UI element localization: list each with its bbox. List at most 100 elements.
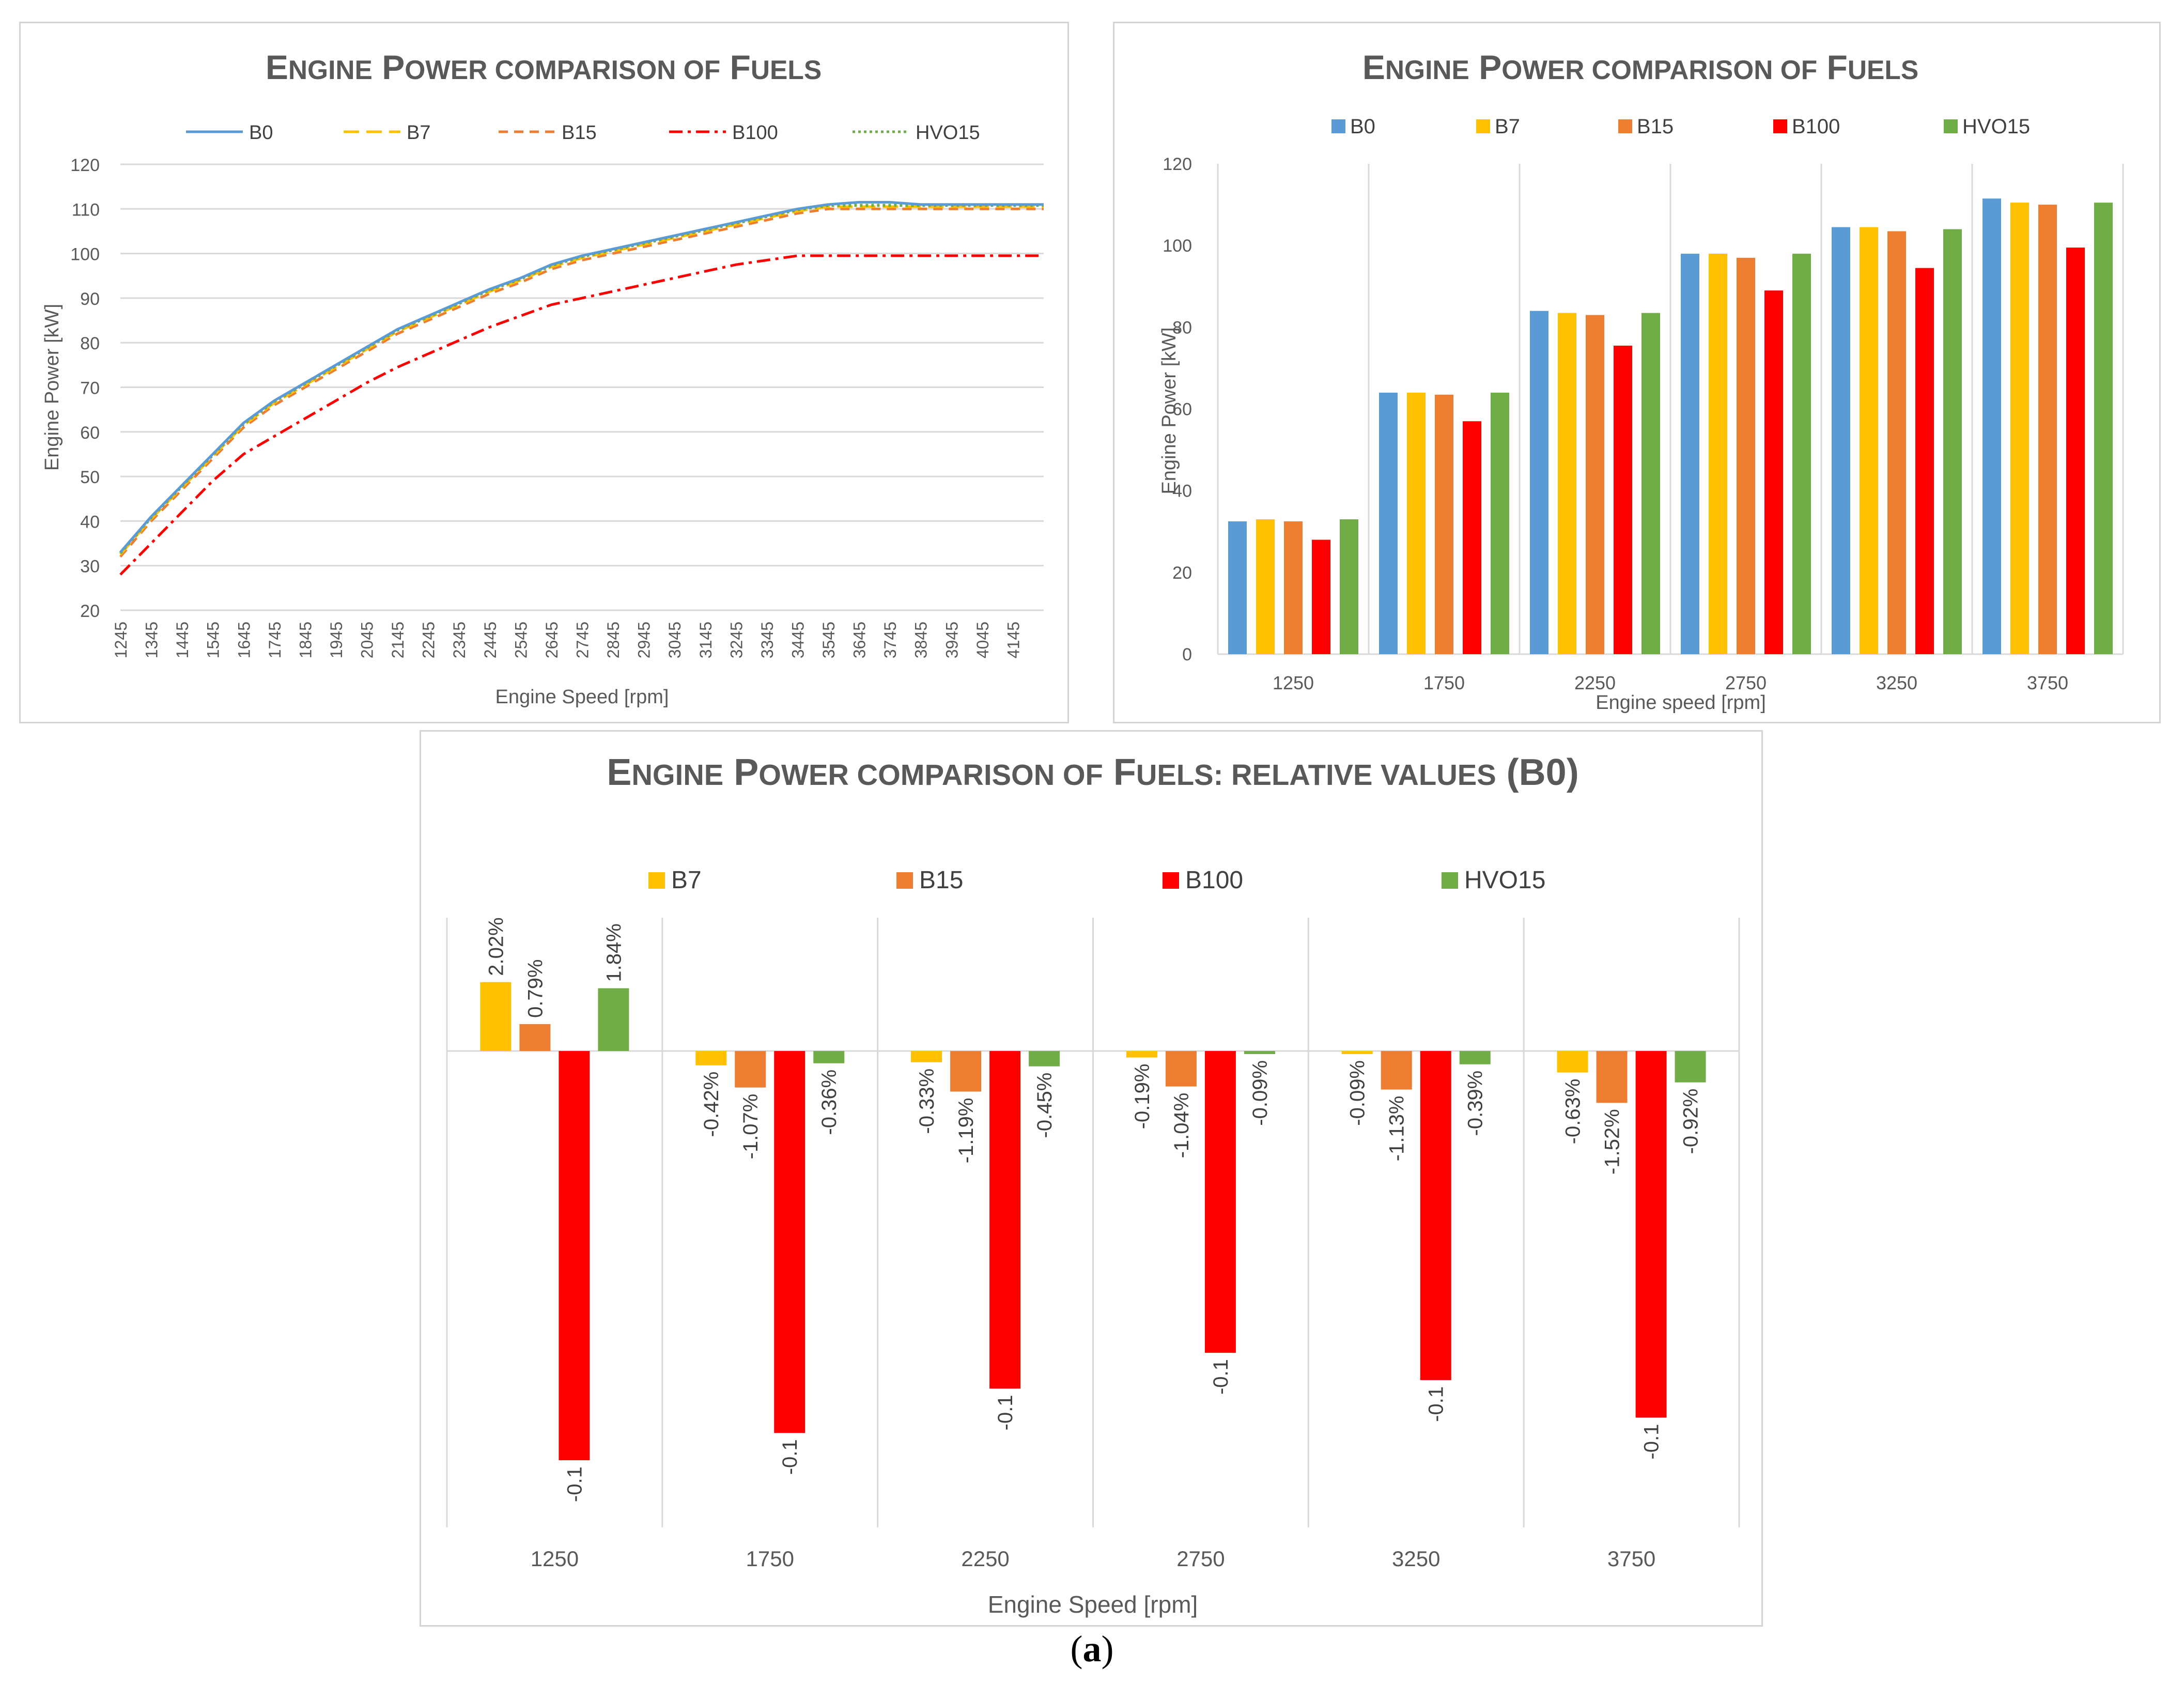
data-label-b15: -1.13% [1386, 1096, 1408, 1162]
y-tick-label: 20 [1172, 563, 1192, 583]
bar-b7 [1341, 1051, 1373, 1054]
bar-hvo15 [1029, 1051, 1060, 1067]
data-label-b15: -1.19% [955, 1098, 978, 1164]
bar-hvo15 [1459, 1051, 1491, 1064]
legend-swatch-b7 [648, 872, 665, 889]
x-tick-label: 3945 [942, 622, 961, 658]
x-tick-label: 3545 [819, 622, 838, 658]
y-tick-label: 100 [70, 245, 100, 265]
data-label-b100: -0.1 [994, 1395, 1017, 1430]
data-label-b7: -0.63% [1562, 1079, 1585, 1145]
bar-b100 [559, 1051, 590, 1460]
bar-b100 [1915, 268, 1934, 654]
legend-label-b7: B7 [671, 867, 702, 894]
x-tick-label: 1750 [746, 1547, 794, 1571]
x-tick-label: 2045 [358, 622, 377, 658]
legend-label-b15: B15 [1637, 115, 1674, 138]
bar-hvo15 [1340, 519, 1358, 654]
bar-b7 [1407, 392, 1426, 654]
legend-label-b7: B7 [407, 122, 430, 144]
data-label-b100: -0.1 [563, 1466, 586, 1502]
y-tick-label: 100 [1163, 236, 1192, 256]
bar-b15 [735, 1051, 766, 1088]
x-tick-label: 3745 [881, 622, 900, 658]
series-line-b100 [119, 254, 1044, 576]
legend-swatch-b15 [1618, 119, 1632, 133]
bar-hvo15 [1244, 1051, 1275, 1054]
x-tick-label: 1945 [327, 622, 346, 658]
legend-swatch-b100 [1163, 872, 1179, 889]
x-tick-label: 2845 [604, 622, 623, 658]
y-tick-label: 40 [80, 512, 100, 532]
x-tick-label: 2250 [961, 1547, 1009, 1571]
data-label-hvo15: -0.36% [818, 1070, 841, 1135]
bar-b100 [774, 1051, 806, 1433]
bar-hvo15 [1491, 392, 1509, 654]
legend-swatch-hvo15 [1442, 872, 1458, 889]
x-tick-label: 1445 [173, 622, 192, 658]
x-tick-label: 2545 [512, 622, 530, 658]
x-tick-label: 2945 [635, 622, 654, 658]
data-label-b15: -1.07% [739, 1094, 762, 1160]
x-axis-label: Engine speed [rpm] [1596, 692, 1766, 714]
x-tick-label: 1245 [112, 622, 130, 658]
bar-b7 [1860, 227, 1878, 654]
data-label-b7: -0.42% [700, 1072, 723, 1137]
x-tick-label: 3345 [758, 622, 777, 658]
legend-swatch-b15 [896, 872, 913, 889]
line-chart-panel: ENGINE POWER COMPARISON OF FUELS B0 B7 B15 B… [19, 22, 1069, 723]
data-label-b15: -1.52% [1601, 1109, 1624, 1174]
legend-label-b0: B0 [249, 122, 273, 144]
series-line-hvo15 [119, 204, 1044, 554]
x-tick-label: 2250 [1574, 672, 1616, 693]
chart-title: ENGINE POWER COMPARISON OF FUELS: RELATI… [607, 752, 1578, 793]
bar-b7 [1126, 1051, 1157, 1058]
y-tick-label: 20 [80, 601, 100, 621]
bar-hvo15 [813, 1051, 845, 1063]
data-label-hvo15: -0.09% [1249, 1060, 1272, 1126]
bar-hvo15 [1641, 313, 1660, 654]
y-tick-label: 110 [72, 200, 100, 220]
bar-b100 [1463, 421, 1481, 654]
legend-swatch-b7 [1476, 119, 1490, 133]
bar-b100 [1614, 345, 1632, 654]
x-tick-label: 2750 [1176, 1547, 1225, 1571]
x-tick-label: 4045 [973, 622, 992, 658]
y-tick-label: 120 [70, 156, 100, 175]
series-line-b7 [119, 205, 1044, 555]
x-tick-label: 2745 [574, 622, 592, 658]
bar-hvo15 [1792, 253, 1811, 654]
bar-b15 [1887, 231, 1906, 654]
bar-b15 [1284, 521, 1303, 654]
x-tick-label: 3145 [696, 622, 715, 658]
x-tick-label: 3250 [1392, 1547, 1440, 1571]
x-tick-label: 1645 [235, 622, 253, 658]
data-label-hvo15: -0.39% [1464, 1071, 1487, 1136]
bar-b15 [950, 1051, 982, 1092]
x-tick-label: 2245 [420, 622, 438, 658]
relative-values-bar-chart: ENGINE POWER COMPARISON OF FUELS: RELATI… [446, 752, 1740, 1618]
y-tick-label: 60 [1172, 400, 1192, 420]
data-label-b100: -0.1 [1210, 1359, 1232, 1395]
x-tick-label: 3750 [2027, 672, 2068, 693]
bar-b7 [695, 1051, 727, 1065]
bar-b100 [1764, 290, 1783, 654]
legend-label-b7: B7 [1495, 115, 1520, 138]
chart-title: ENGINE POWER COMPARISON OF FUELS [266, 48, 822, 86]
x-tick-label: 3445 [788, 622, 807, 658]
legend-label-b100: B100 [1792, 115, 1840, 138]
bar-b0 [1530, 311, 1548, 654]
bar-b7 [1709, 253, 1727, 654]
x-tick-label: 2145 [389, 622, 407, 658]
legend-label-b0: B0 [1350, 115, 1375, 138]
legend-label-hvo15: HVO15 [1464, 867, 1545, 894]
data-label-hvo15: 1.84% [602, 923, 625, 982]
bar-b100 [989, 1051, 1021, 1389]
bar-b7 [1558, 313, 1576, 654]
data-label-b7: 2.02% [485, 917, 507, 976]
bar-b100 [2066, 248, 2085, 654]
bar-b0 [1681, 253, 1699, 654]
legend-swatch-hvo15 [1944, 119, 1958, 133]
bar-b7 [1557, 1051, 1588, 1073]
y-tick-label: 90 [80, 289, 100, 309]
